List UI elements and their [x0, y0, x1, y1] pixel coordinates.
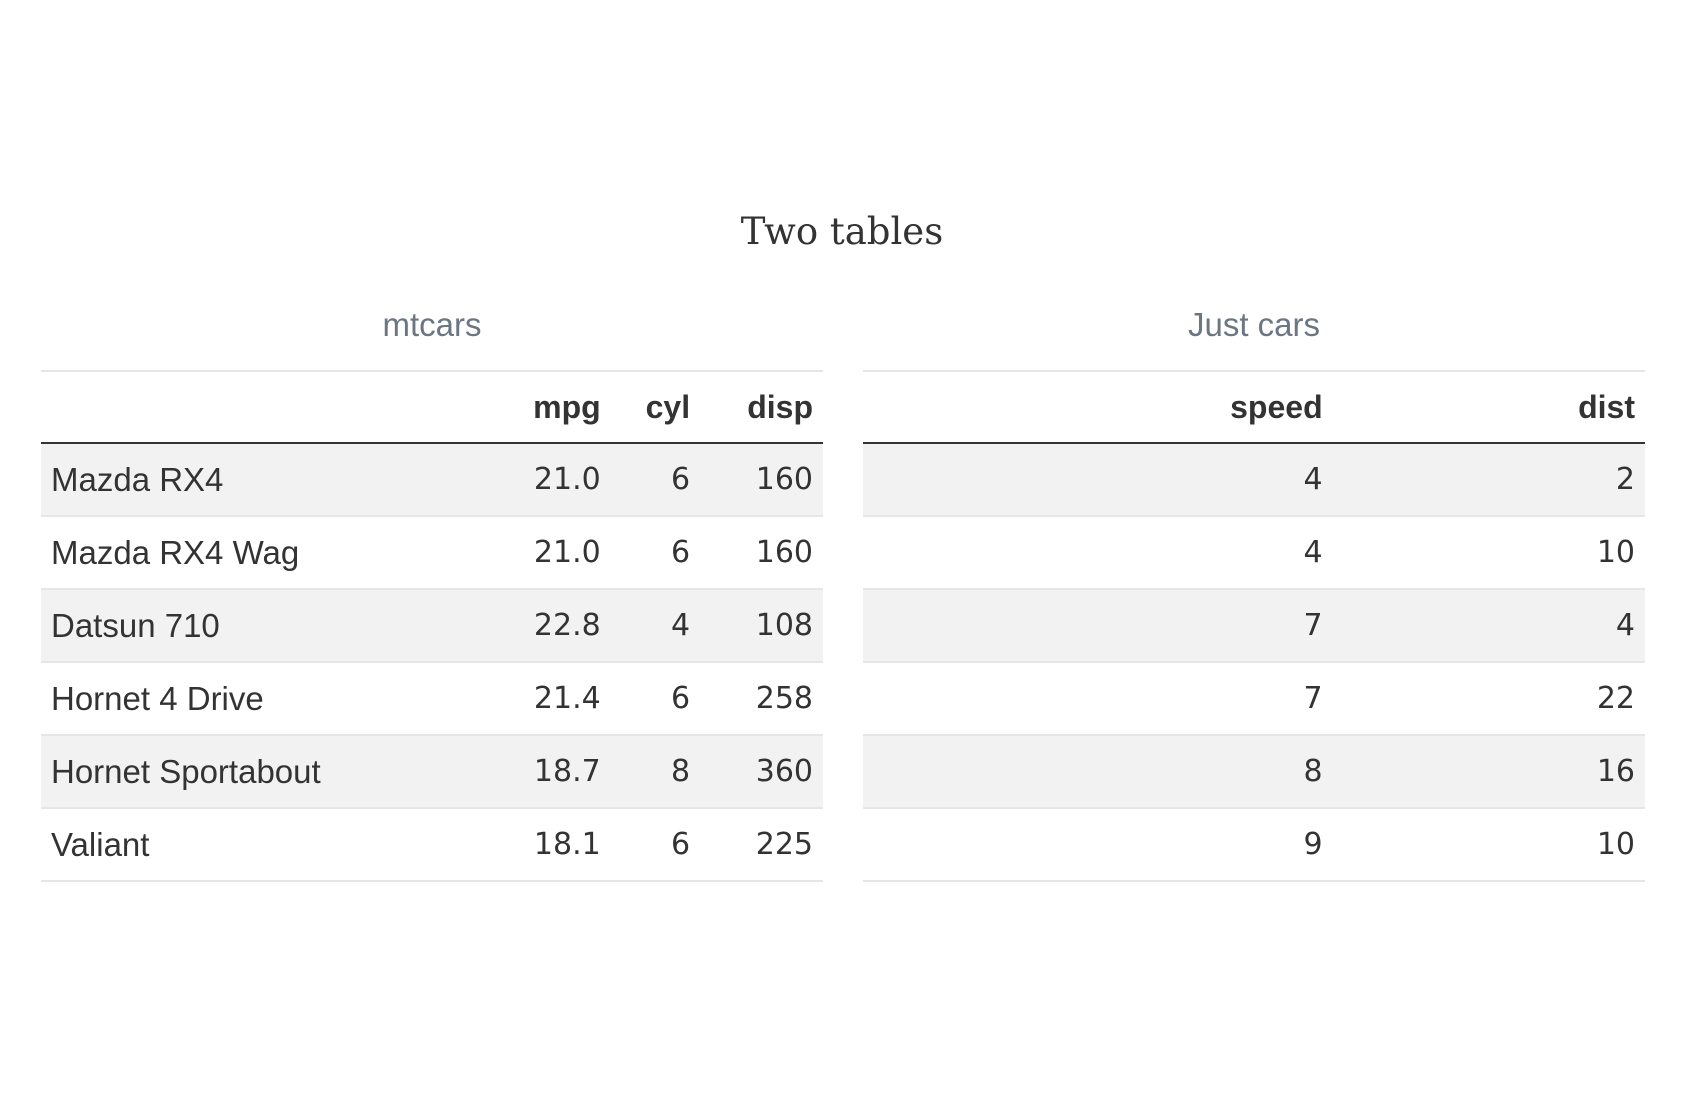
table-cell: 10: [1332, 516, 1645, 590]
row-label: Mazda RX4: [41, 443, 511, 517]
table-cell: 7: [863, 662, 1333, 736]
table-cell: 10: [1332, 808, 1645, 882]
table-cell: 16: [1332, 735, 1645, 809]
column-header: mpg: [510, 371, 611, 444]
table-cell: 21.0: [510, 443, 611, 517]
table-cell: 6: [610, 516, 701, 590]
table-caption: mtcars: [382, 306, 482, 343]
table-cell: 160: [700, 516, 823, 590]
column-header: dist: [1332, 371, 1645, 444]
table-row: 9 10: [863, 808, 1645, 882]
table-cell: 8: [610, 735, 701, 809]
table-cell: 8: [863, 735, 1333, 809]
table-cell: 258: [700, 662, 823, 736]
column-header: [41, 371, 511, 444]
table-cell: 4: [863, 516, 1333, 590]
table-cell: 18.7: [510, 735, 611, 809]
row-label: Hornet 4 Drive: [41, 662, 511, 736]
table-cell: 6: [610, 443, 701, 517]
table-cell: 108: [700, 589, 823, 663]
row-label: Valiant: [41, 808, 511, 882]
mtcars-table: mpg cyl disp Mazda RX4 21.0 6 160 Mazda RX4 …: [41, 370, 823, 882]
table-cell: 2: [1332, 443, 1645, 517]
table-cell: 4: [863, 443, 1333, 517]
table-cell: 7: [863, 589, 1333, 663]
header-row: speed dist: [863, 371, 1645, 444]
table-cell: 4: [1332, 589, 1645, 663]
table-row: Hornet 4 Drive 21.4 6 258: [41, 662, 823, 736]
table-body: Mazda RX4 21.0 6 160 Mazda RX4 Wag 21.0 6 160 Da…: [41, 443, 823, 882]
table-cell: 6: [610, 808, 701, 882]
table-cell: 9: [863, 808, 1333, 882]
column-header: cyl: [610, 371, 701, 444]
column-header: speed: [863, 371, 1333, 444]
table-cell: 6: [610, 662, 701, 736]
table-row: Mazda RX4 21.0 6 160: [41, 443, 823, 517]
just-cars-table-panel: Just cars speed dist 4 2 4 10 7 4 7 22 8 16 9 10: [863, 298, 1645, 882]
column-header: disp: [700, 371, 823, 444]
mtcars-table-panel: mtcars mpg cyl disp Mazda RX4 21.0 6 160 Maz…: [41, 298, 823, 882]
table-row: 4 10: [863, 516, 1645, 590]
just-cars-table: speed dist 4 2 4 10 7 4 7 22 8 16 9 10: [863, 370, 1645, 882]
row-label: Datsun 710: [41, 589, 511, 663]
row-label: Hornet Sportabout: [41, 735, 511, 809]
table-cell: 22: [1332, 662, 1645, 736]
table-cell: 160: [700, 443, 823, 517]
table-cell: 22.8: [510, 589, 611, 663]
table-row: Mazda RX4 Wag 21.0 6 160: [41, 516, 823, 590]
table-cell: 21.4: [510, 662, 611, 736]
table-row: Hornet Sportabout 18.7 8 360: [41, 735, 823, 809]
table-row: Valiant 18.1 6 225: [41, 808, 823, 882]
table-row: 8 16: [863, 735, 1645, 809]
table-body: 4 2 4 10 7 4 7 22 8 16 9 10: [863, 443, 1645, 882]
table-row: 7 22: [863, 662, 1645, 736]
table-cell: 360: [700, 735, 823, 809]
table-cell: 225: [700, 808, 823, 882]
header-row: mpg cyl disp: [41, 371, 823, 444]
table-cell: 4: [610, 589, 701, 663]
table-row: Datsun 710 22.8 4 108: [41, 589, 823, 663]
table-caption: Just cars: [1187, 306, 1321, 343]
table-cell: 18.1: [510, 808, 611, 882]
table-cell: 21.0: [510, 516, 611, 590]
row-label: Mazda RX4 Wag: [41, 516, 511, 590]
page-title: Two tables: [740, 210, 944, 253]
